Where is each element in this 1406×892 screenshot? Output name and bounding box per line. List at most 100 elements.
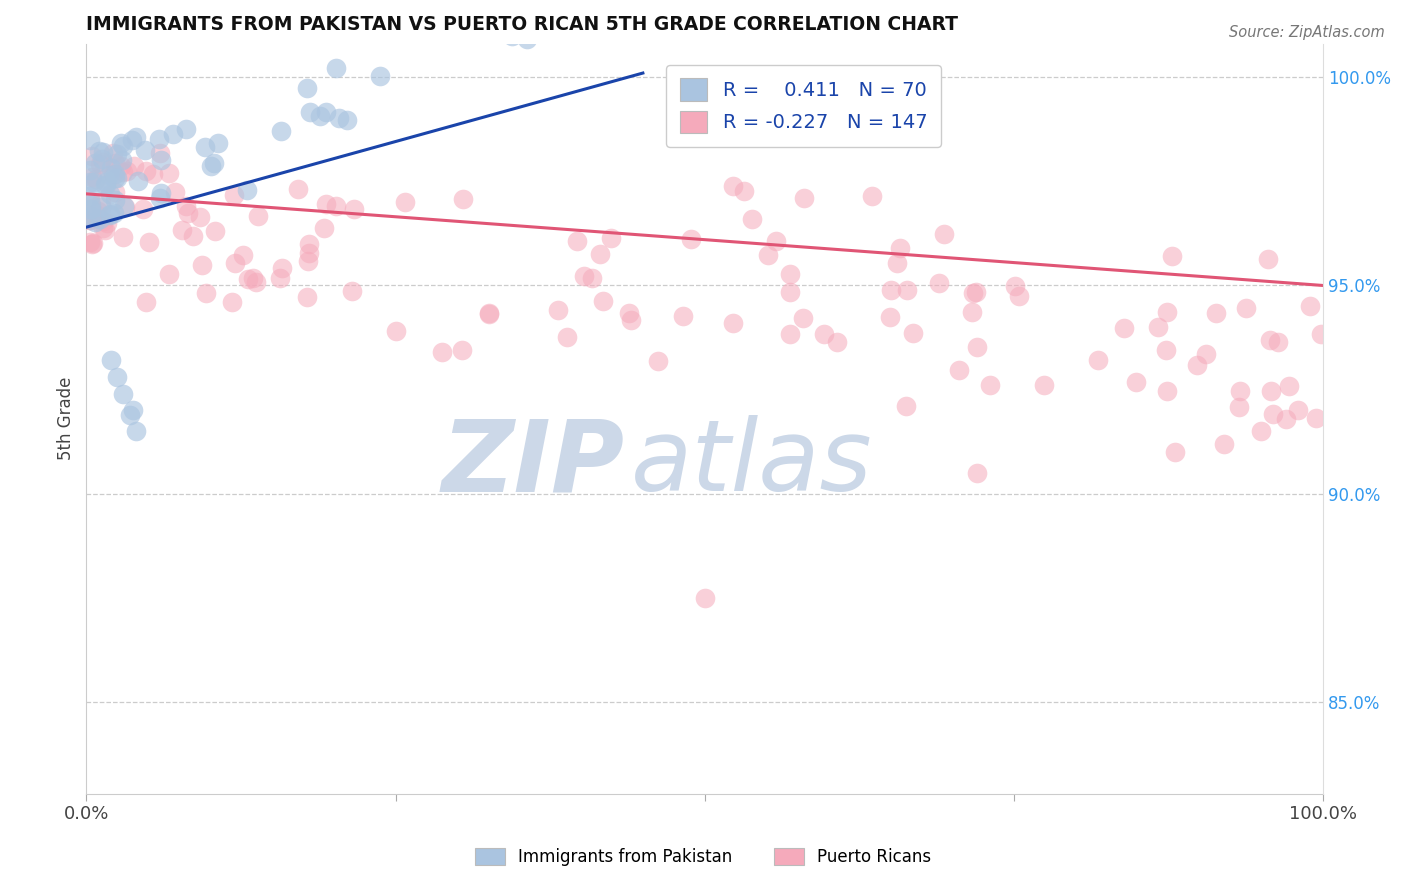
- Point: [565, 234, 588, 248]
- Point: [118, 408, 141, 422]
- Point: [270, 123, 292, 137]
- Point: [176, 199, 198, 213]
- Point: [149, 146, 172, 161]
- Point: [960, 305, 983, 319]
- Point: [100, 353, 122, 368]
- Point: [779, 285, 801, 299]
- Point: [148, 131, 170, 145]
- Point: [1260, 384, 1282, 398]
- Point: [501, 29, 523, 43]
- Point: [979, 378, 1001, 392]
- Point: [112, 199, 135, 213]
- Point: [94, 223, 117, 237]
- Point: [860, 189, 883, 203]
- Point: [779, 326, 801, 341]
- Point: [114, 200, 136, 214]
- Point: [901, 326, 924, 341]
- Point: [112, 139, 135, 153]
- Point: [1258, 333, 1281, 347]
- Point: [555, 330, 578, 344]
- Point: [246, 209, 269, 223]
- Point: [87, 204, 110, 219]
- Point: [79, 189, 101, 203]
- Point: [741, 212, 763, 227]
- Point: [79, 210, 101, 224]
- Point: [1278, 379, 1301, 393]
- Point: [105, 171, 128, 186]
- Point: [1286, 403, 1309, 417]
- Point: [889, 241, 911, 255]
- Point: [813, 326, 835, 341]
- Point: [122, 403, 145, 417]
- Point: [204, 156, 226, 170]
- Point: [1187, 358, 1209, 372]
- Point: [287, 182, 309, 196]
- Point: [98, 208, 121, 222]
- Point: [89, 157, 111, 171]
- Point: [1114, 321, 1136, 335]
- Point: [104, 193, 127, 207]
- Point: [295, 81, 318, 95]
- Point: [104, 167, 127, 181]
- Point: [965, 285, 987, 299]
- Point: [453, 192, 475, 206]
- Point: [617, 306, 640, 320]
- Point: [297, 254, 319, 268]
- Point: [1267, 335, 1289, 350]
- Point: [103, 145, 125, 160]
- Point: [245, 275, 267, 289]
- Point: [269, 270, 291, 285]
- Point: [79, 202, 101, 216]
- Text: Source: ZipAtlas.com: Source: ZipAtlas.com: [1229, 25, 1385, 40]
- Point: [588, 247, 610, 261]
- Point: [343, 202, 366, 216]
- Point: [111, 230, 134, 244]
- Point: [236, 271, 259, 285]
- Point: [547, 302, 569, 317]
- Point: [157, 268, 180, 282]
- Point: [340, 285, 363, 299]
- Point: [100, 161, 122, 175]
- Point: [110, 136, 132, 150]
- Point: [104, 185, 127, 199]
- Point: [125, 424, 148, 438]
- Point: [90, 153, 112, 167]
- Point: [83, 215, 105, 229]
- Point: [79, 212, 101, 227]
- Point: [134, 144, 156, 158]
- Point: [96, 216, 118, 230]
- Point: [792, 310, 814, 325]
- Point: [232, 247, 254, 261]
- Point: [825, 334, 848, 349]
- Point: [200, 159, 222, 173]
- Point: [79, 235, 101, 249]
- Point: [1299, 300, 1322, 314]
- Point: [325, 199, 347, 213]
- Point: [793, 191, 815, 205]
- Point: [1004, 279, 1026, 293]
- Point: [1229, 384, 1251, 398]
- Point: [592, 294, 614, 309]
- Point: [101, 167, 124, 181]
- Point: [89, 211, 111, 226]
- Point: [721, 316, 744, 330]
- Point: [962, 285, 984, 300]
- Point: [1309, 326, 1331, 341]
- Point: [574, 269, 596, 284]
- Point: [98, 206, 121, 220]
- Point: [1195, 347, 1218, 361]
- Point: [242, 270, 264, 285]
- Point: [765, 234, 787, 248]
- Point: [149, 153, 172, 168]
- Point: [336, 112, 359, 127]
- Text: atlas: atlas: [630, 416, 872, 512]
- Point: [80, 149, 103, 163]
- Point: [879, 310, 901, 324]
- Point: [681, 232, 703, 246]
- Point: [647, 354, 669, 368]
- Point: [149, 191, 172, 205]
- Point: [623, 4, 645, 19]
- Point: [1305, 411, 1327, 425]
- Point: [80, 169, 103, 184]
- Point: [103, 205, 125, 219]
